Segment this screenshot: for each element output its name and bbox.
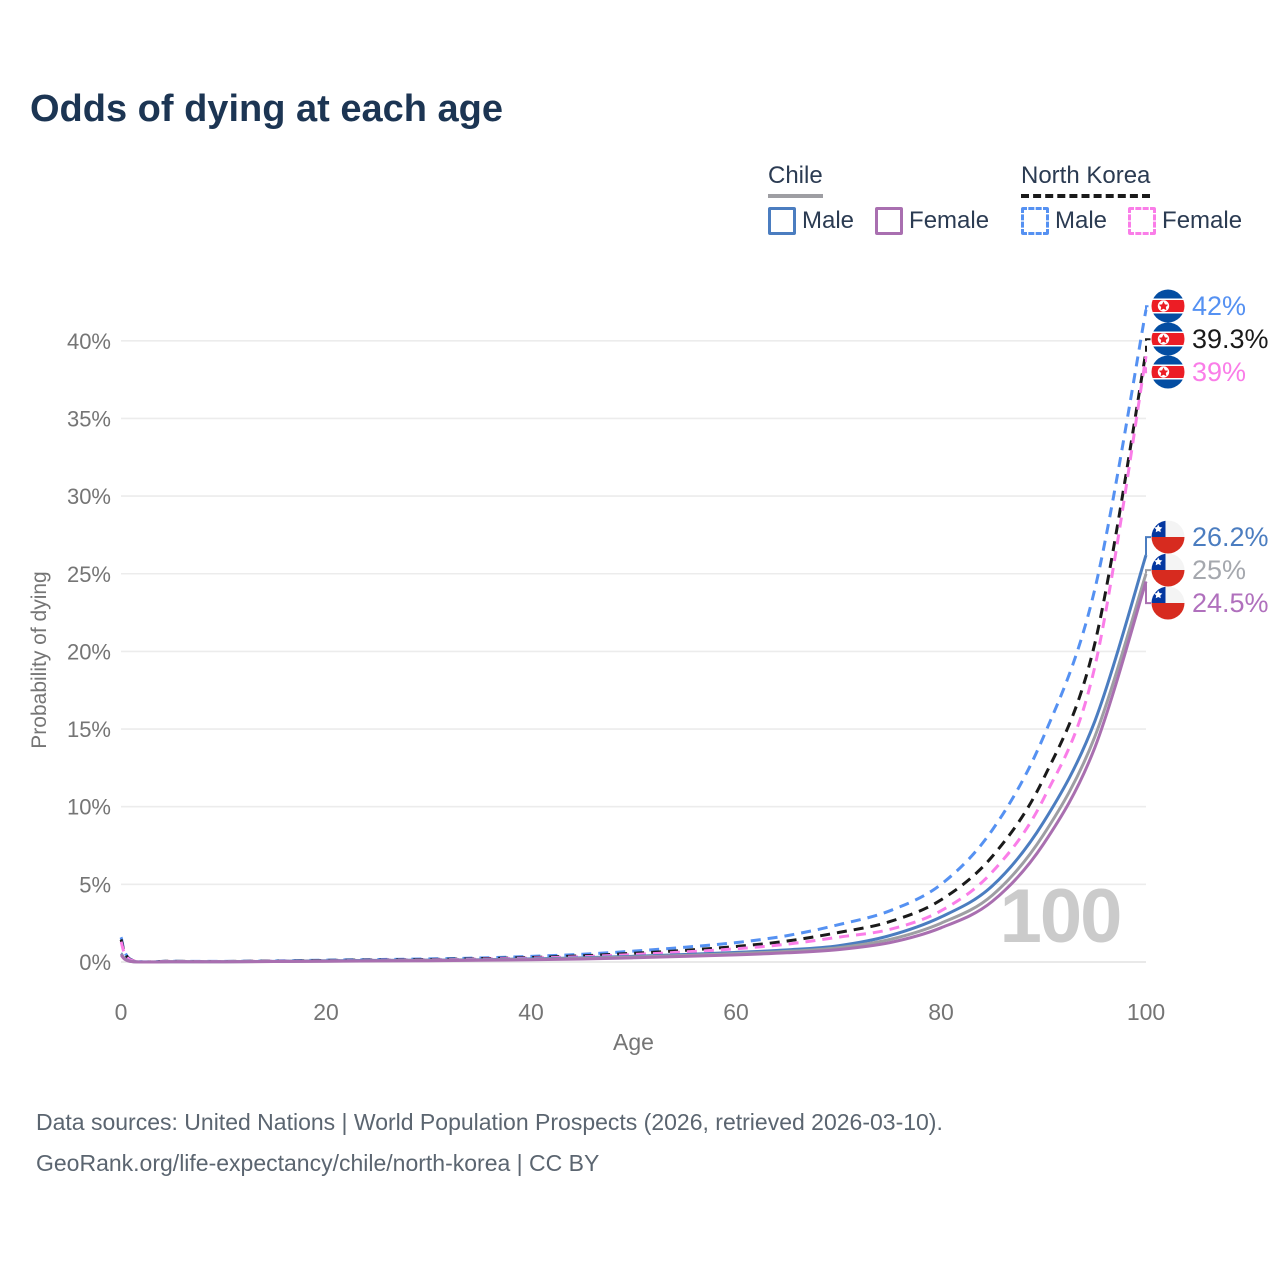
legend-group-north-korea: North Korea Male Female — [1021, 162, 1242, 235]
connector-north-korea — [1145, 338, 1151, 352]
y-axis-title: Probability of dying — [28, 571, 51, 748]
chile-flag-icon — [1151, 553, 1185, 587]
x-axis-title: Age — [613, 1029, 654, 1055]
legend-label-north-korea-male: Male — [1055, 207, 1108, 234]
label-connectors — [1145, 305, 1151, 605]
page-title: Odds of dying at each age — [30, 88, 503, 130]
legend-chile-items: Male Female — [768, 207, 989, 235]
north-korea-flag-icon — [1151, 289, 1185, 323]
axis-tick-labels: 0% 5% 10% 15% 20% 25% 30% 35% 40% 0 20 40 60 80 100 — [67, 329, 1165, 1025]
y-tick-label: 35% — [67, 406, 111, 431]
legend-item-north-korea-female[interactable]: Female — [1128, 207, 1242, 235]
legend-north-korea-title: North Korea — [1021, 162, 1151, 198]
series-line-chile — [119, 573, 1148, 964]
y-tick-label: 5% — [79, 872, 111, 897]
y-tick-label: 10% — [67, 795, 111, 820]
end-label-value: 39% — [1192, 357, 1247, 387]
end-label-value: 24.5% — [1192, 588, 1269, 618]
series-line-chile-female — [119, 581, 1148, 964]
chile-flag-icon — [1151, 520, 1185, 554]
chile-flag-icon — [1151, 586, 1185, 620]
x-tick-label: 80 — [928, 999, 954, 1025]
legend-label-chile-male: Male — [802, 207, 855, 234]
connector-chile — [1145, 569, 1151, 574]
legend-group-chile: Chile Male Female — [768, 162, 989, 235]
north-korea-female-swatch — [1128, 207, 1157, 235]
x-tick-label: 20 — [313, 999, 339, 1025]
x-tick-label: 0 — [115, 999, 128, 1025]
chile-female-swatch — [875, 207, 904, 235]
x-tick-label: 100 — [1127, 999, 1165, 1025]
connector-north-korea-female — [1145, 356, 1151, 374]
end-label-value: 39.3% — [1192, 324, 1269, 354]
legend-item-north-korea-male[interactable]: Male — [1021, 207, 1107, 235]
end-label-north-korea-male: 42% — [1151, 289, 1246, 323]
footer-data-sources: Data sources: United Nations | World Pop… — [36, 1109, 943, 1135]
connector-chile-male — [1145, 536, 1151, 556]
end-label-value: 42% — [1192, 291, 1247, 321]
age-watermark: 100 — [1000, 874, 1121, 959]
north-korea-flag-icon — [1151, 322, 1185, 356]
end-label-north-korea: 39.3% — [1151, 322, 1269, 356]
end-label-north-korea-female: 39% — [1151, 355, 1246, 389]
y-tick-label: 30% — [67, 484, 111, 509]
y-tick-label: 25% — [67, 562, 111, 587]
end-label-chile-female: 24.5% — [1151, 586, 1269, 620]
legend-item-chile-male[interactable]: Male — [768, 207, 854, 235]
series-line-north-korea-female — [119, 356, 1148, 964]
y-tick-label: 15% — [67, 717, 111, 742]
north-korea-male-swatch — [1021, 207, 1049, 235]
x-tick-label: 40 — [518, 999, 544, 1025]
series-line-north-korea-male — [119, 309, 1148, 964]
connector-north-korea-male — [1145, 305, 1151, 310]
end-label-value: 25% — [1192, 555, 1247, 585]
legend-label-north-korea-female: Female — [1162, 207, 1243, 234]
connector-chile-female — [1145, 581, 1151, 605]
end-label-chile-male: 26.2% — [1151, 520, 1269, 554]
chile-male-swatch — [768, 207, 796, 235]
y-tick-label: 0% — [79, 950, 111, 975]
legend-item-chile-female[interactable]: Female — [875, 207, 989, 235]
y-tick-label: 40% — [67, 329, 111, 354]
y-tick-label: 20% — [67, 639, 111, 664]
north-korea-flag-icon — [1151, 355, 1185, 389]
legend-north-korea-items: Male Female — [1021, 207, 1242, 235]
end-label-chile: 25% — [1151, 553, 1246, 587]
gridlines — [121, 339, 1146, 963]
end-label-value: 26.2% — [1192, 522, 1269, 552]
footer: Data sources: United Nations | World Pop… — [36, 1102, 943, 1185]
x-tick-label: 60 — [723, 999, 749, 1025]
series-lines — [119, 309, 1148, 964]
legend-label-chile-female: Female — [909, 207, 990, 234]
footer-attribution-link[interactable]: GeoRank.org/life-expectancy/chile/north-… — [36, 1150, 600, 1177]
legend-chile-title: Chile — [768, 162, 823, 198]
